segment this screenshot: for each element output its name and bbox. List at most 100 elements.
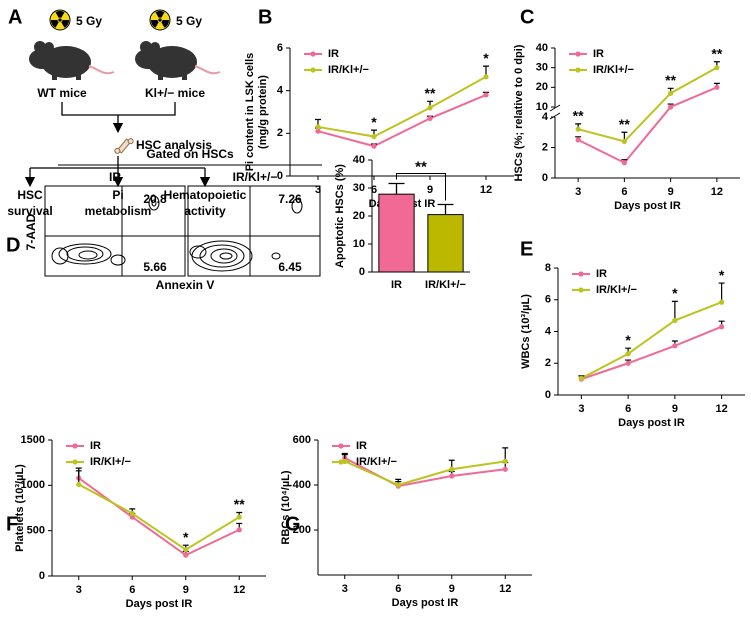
x-tick-label: 9 [183,584,189,596]
plot-label: IR [109,170,121,184]
significance: * [625,332,631,348]
panel-letter: G [285,513,301,535]
y-tick-label: 40 [536,42,548,54]
marker [129,514,135,520]
series-line [317,94,487,148]
marker [668,104,674,110]
outcome: HSC [17,188,43,202]
marker [427,115,433,121]
marker [672,317,678,323]
legend-marker [338,459,344,465]
flow-title: Gated on HSCs [146,147,234,161]
significance: * [371,114,377,130]
group-label: Kl+/− mice [145,86,205,100]
marker [76,481,82,488]
x-tick-label: 12 [499,583,511,595]
legend-marker [578,287,584,293]
series-line [577,86,718,164]
y-tick-label: 4 [277,85,284,97]
y-axis-label: HSCs (%; relative to 0 dpi) [513,44,525,181]
x-tick-label: 6 [621,186,627,198]
x-tick-label: 3 [342,583,348,595]
y-tick-label: 6 [545,294,551,306]
y-tick-label: 0 [542,172,548,184]
group-label: WT mice [37,86,87,100]
marker [236,527,242,533]
quadrant-value: 5.66 [143,260,167,274]
legend-marker [578,271,584,277]
x-tick-label: 12 [716,403,728,415]
marker [625,360,631,366]
x-tick-label: 6 [395,583,401,595]
panel-d-flow: D Gated on HSCs IR IR/Kl+/− 20.8 5.66 7.… [6,147,322,292]
y-tick-label: 10 [353,238,365,250]
marker [672,343,678,349]
y-tick-label: 20 [353,210,365,222]
marker [621,160,627,166]
significance: ** [415,158,427,175]
outcome: survival [7,204,52,218]
x-tick-label: 12 [711,186,723,198]
significance: ** [234,496,245,512]
axis-label: 7-AAD [24,213,38,250]
y-tick-label: 2 [545,357,551,369]
marker [719,324,725,330]
panel-letter: E [520,238,533,260]
panel-letter: B [258,6,272,28]
marker [449,473,455,479]
x-axis-label: Days post IR [126,598,193,610]
y-axis-label: Pi content in LSK cells [244,53,256,172]
panel-letter: D [6,234,20,256]
legend-marker [310,51,316,57]
significance: ** [573,108,584,124]
y-tick-label: 400 [293,479,311,491]
plot-label: IR/Kl+/− [233,170,278,184]
y-axis-label: Platelets (10³/µL) [14,464,26,552]
marker [183,552,189,558]
flow-lines [24,102,211,188]
significance: * [483,50,489,66]
marker [236,514,242,520]
bone-icon [114,138,134,154]
y-tick-label: 600 [293,434,311,446]
outcome: Pi [112,188,123,202]
series-line [580,301,722,380]
legend-label: IR [328,48,339,60]
y-tick-label: 10 [536,101,548,113]
y-tick-label: 2 [277,127,283,139]
y-tick-label: 6 [277,42,283,54]
series-line [577,66,718,143]
significance-bracket [396,173,446,201]
significance: ** [665,72,676,88]
error-bar [718,282,725,303]
mouse-icon [134,40,221,81]
x-tick-label: 6 [625,403,631,415]
legend-label: IR/Kl+/− [90,456,131,468]
y-tick-label: 20 [536,81,548,93]
x-tick-label: IR/Kl+/− [425,279,466,291]
flow-plots [44,185,321,277]
outcome: Hematopoietic [164,188,247,202]
x-axis-label: Days post IR [618,417,685,429]
y-axis-label: (mg/g protein) [257,75,269,149]
legend-label: IR/Kl+/− [593,64,634,76]
marker [449,466,455,472]
series-line [317,75,487,138]
x-axis-label: Days post IR [392,597,459,609]
marker [575,137,581,143]
marker [427,105,433,111]
dose: 5 Gy [76,14,102,28]
dose: 5 Gy [176,14,202,28]
panel-a: A 5 Gy 5 Gy WT mice Kl+/− mice HSC analy… [7,6,246,218]
marker [502,466,508,472]
x-tick-label: 3 [575,186,581,198]
legend-label: IR/Kl+/− [328,64,369,76]
legend-marker [72,443,78,449]
y-tick-label: 500 [27,525,45,537]
legend-marker [310,67,316,73]
bar [378,193,415,273]
x-tick-label: IR [391,279,402,291]
series-line [581,325,723,381]
marker [371,133,377,140]
